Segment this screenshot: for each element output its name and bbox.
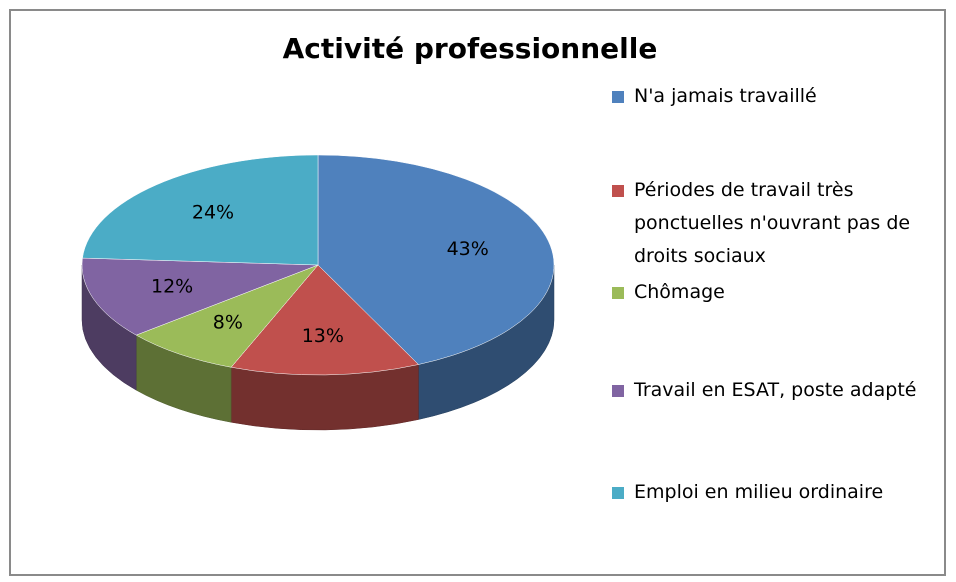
pie-slice	[317, 154, 555, 365]
pie-tops	[81, 154, 555, 376]
chart-title: Activité professionnelle	[283, 32, 658, 65]
legend-swatch	[612, 91, 624, 103]
data-label: 24%	[192, 201, 234, 223]
data-label: 12%	[151, 276, 193, 298]
legend-entry: N'a jamais travaillé	[612, 80, 954, 113]
pie-slice	[82, 154, 319, 266]
pie-labels: 43% 13% 8% 12% 24%	[151, 201, 489, 347]
legend-label: Chômage	[634, 281, 725, 303]
legend-swatch	[612, 487, 624, 499]
data-label: 43%	[447, 238, 489, 260]
legend-entry: Chômage	[612, 276, 954, 309]
legend-entry: Périodes de travail très ponctuelles n'o…	[612, 174, 954, 273]
data-label: 13%	[302, 325, 344, 347]
legend-label: Emploi en milieu ordinaire	[634, 481, 884, 503]
legend-entry: Emploi en milieu ordinaire	[612, 476, 954, 509]
legend-label: Travail en ESAT, poste adapté	[634, 379, 917, 401]
legend-swatch	[612, 287, 624, 299]
legend-entry: Travail en ESAT, poste adapté	[612, 374, 954, 407]
legend-label: Périodes de travail très ponctuelles n'o…	[634, 179, 911, 267]
data-label: 8%	[213, 311, 243, 333]
legend-label: N'a jamais travaillé	[634, 85, 817, 107]
legend-swatch	[612, 185, 624, 197]
pie-slice	[230, 264, 419, 376]
pie-sides	[81, 264, 555, 431]
pie-slice	[81, 257, 319, 336]
pie-slice	[135, 264, 319, 368]
legend-swatch	[612, 385, 624, 397]
